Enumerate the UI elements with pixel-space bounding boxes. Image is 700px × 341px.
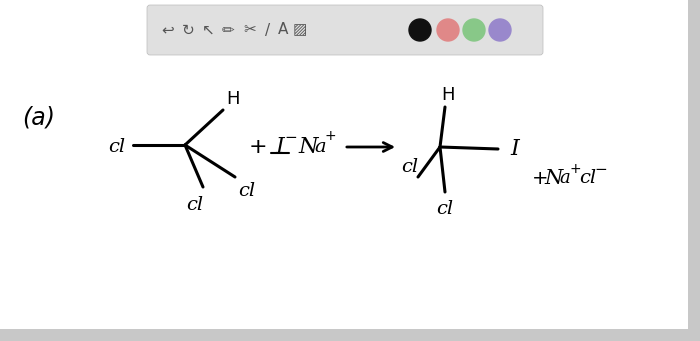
Text: /: / [265, 23, 271, 38]
Text: cl: cl [186, 196, 204, 214]
Text: ↖: ↖ [202, 23, 214, 38]
Text: ↻: ↻ [181, 23, 195, 38]
Text: +: + [532, 168, 548, 188]
Text: +: + [324, 129, 336, 143]
Bar [0, 329, 700, 341]
Text: cl: cl [580, 169, 596, 187]
Text: ▨: ▨ [293, 23, 307, 38]
Text: a: a [559, 169, 570, 187]
Text: a: a [314, 138, 326, 156]
Text: A: A [278, 23, 288, 38]
Text: −: − [285, 130, 298, 145]
Text: cl: cl [436, 200, 454, 218]
Text: cl: cl [239, 182, 256, 200]
FancyBboxPatch shape [147, 5, 543, 55]
Text: +: + [248, 137, 267, 157]
Circle shape [463, 19, 485, 41]
Text: H: H [226, 90, 239, 108]
Text: (a): (a) [22, 105, 55, 129]
Text: I: I [276, 136, 284, 158]
Text: cl: cl [401, 158, 419, 176]
Bar [688, 0, 700, 330]
Text: cl: cl [108, 138, 125, 156]
Circle shape [489, 19, 511, 41]
Text: H: H [441, 86, 455, 104]
Circle shape [409, 19, 431, 41]
Circle shape [437, 19, 459, 41]
Text: ✂: ✂ [244, 23, 256, 38]
Text: −: − [594, 162, 608, 177]
Text: N: N [545, 168, 563, 188]
Text: ↩: ↩ [162, 23, 174, 38]
Text: N: N [298, 136, 318, 158]
Text: I: I [510, 138, 519, 160]
Text: +: + [569, 162, 581, 176]
Text: ✏: ✏ [222, 23, 235, 38]
